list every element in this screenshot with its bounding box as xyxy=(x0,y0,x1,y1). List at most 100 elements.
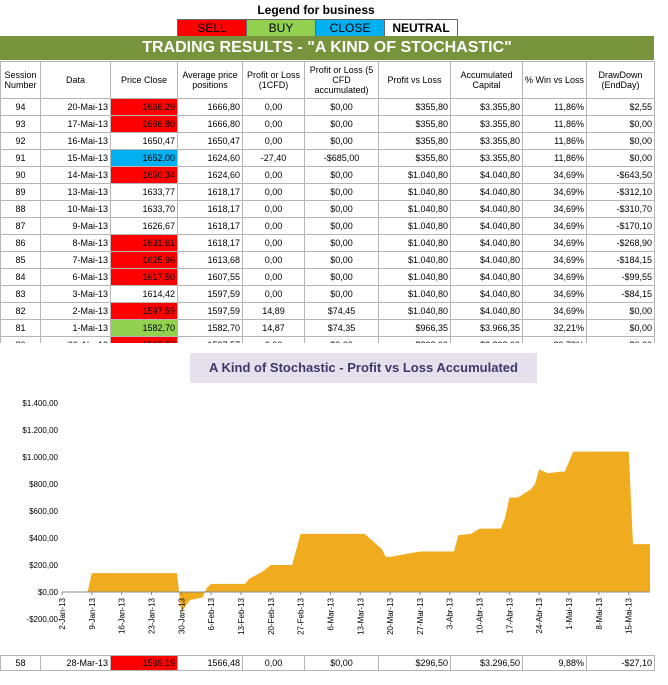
cell-pl1[interactable]: -27,40 xyxy=(242,149,305,167)
cell-capital[interactable]: $4.040,80 xyxy=(450,217,523,235)
cell-drawdown[interactable]: -$268,90 xyxy=(586,234,655,252)
header-drawdown[interactable]: DrawDown (EndDay) xyxy=(586,61,655,99)
table-row[interactable]: 90 14-Mai-13 1650,34 1624,60 0,00 $0,00 $1.040… xyxy=(0,166,655,184)
cell-session[interactable]: 85 xyxy=(0,251,41,269)
cell-pl5[interactable]: $0,00 xyxy=(304,268,379,286)
header-profit-loss-1cfd[interactable]: Profit or Loss (1CFD) xyxy=(242,61,305,99)
cell-drawdown[interactable]: -$84,15 xyxy=(586,285,655,303)
cell-date[interactable]: 3-Mai-13 xyxy=(40,285,111,303)
cell-average[interactable]: 1597,59 xyxy=(177,285,243,303)
cell-pl1[interactable]: 0,00 xyxy=(242,217,305,235)
cell-pl5[interactable]: $0,00 xyxy=(304,655,379,671)
cell-average[interactable]: 1582,70 xyxy=(177,319,243,337)
cell-date[interactable]: 1-Mai-13 xyxy=(40,319,111,337)
cell-date[interactable]: 14-Mai-13 xyxy=(40,166,111,184)
cell-date[interactable]: 28-Mar-13 xyxy=(40,655,111,671)
cell-drawdown[interactable]: -$312,10 xyxy=(586,183,655,201)
cell-win[interactable]: 34,69% xyxy=(522,285,587,303)
cell-session[interactable]: 91 xyxy=(0,149,41,167)
cell-capital[interactable]: $4.040,80 xyxy=(450,183,523,201)
header-profit-loss-5cfd[interactable]: Profit or Loss (5 CFD accumulated) xyxy=(304,61,379,99)
cell-average[interactable]: 1618,17 xyxy=(177,234,243,252)
cell-pl5[interactable]: $0,00 xyxy=(304,115,379,133)
cell-pvl[interactable]: $966,35 xyxy=(378,319,451,337)
header-price-close[interactable]: Price Close xyxy=(110,61,178,99)
cell-win[interactable]: 11,86% xyxy=(522,98,587,116)
cell-pl5[interactable]: $74,35 xyxy=(304,319,379,337)
cell-capital[interactable]: $3.355,80 xyxy=(450,132,523,150)
header-accumulated-capital[interactable]: Accumulated Capital xyxy=(450,61,523,99)
cell-win[interactable]: 11,86% xyxy=(522,132,587,150)
cell-price-close[interactable]: 1666,29 xyxy=(110,98,178,116)
header-profit-vs-loss[interactable]: Profit vs Loss xyxy=(378,61,451,99)
cell-pvl[interactable]: $355,80 xyxy=(378,149,451,167)
cell-drawdown[interactable]: $0,00 xyxy=(586,319,655,337)
cell-drawdown[interactable]: $0,00 xyxy=(586,115,655,133)
cell-price-close[interactable]: 1582,70 xyxy=(110,319,178,337)
cell-pl5[interactable]: $0,00 xyxy=(304,285,379,303)
cell-pvl[interactable]: $355,80 xyxy=(378,115,451,133)
cell-session[interactable]: 94 xyxy=(0,98,41,116)
cell-price-close[interactable]: 1650,34 xyxy=(110,166,178,184)
table-row[interactable]: 88 10-Mai-13 1633,70 1618,17 0,00 $0,00 $1.040… xyxy=(0,200,655,218)
cell-session[interactable]: 92 xyxy=(0,132,41,150)
cell-capital[interactable]: $3.355,80 xyxy=(450,115,523,133)
table-row[interactable]: 81 1-Mai-13 1582,70 1582,70 14,87 $74,35 $966,… xyxy=(0,319,655,337)
header-win-vs-loss[interactable]: % Win vs Loss xyxy=(522,61,587,99)
cell-win[interactable]: 9,88% xyxy=(522,655,587,671)
table-row[interactable]: 87 9-Mai-13 1626,67 1618,17 0,00 $0,00 $1.040,… xyxy=(0,217,655,235)
cell-price-close[interactable]: 1569,19 xyxy=(110,655,178,671)
cell-session[interactable]: 90 xyxy=(0,166,41,184)
cell-pvl[interactable]: $1.040,80 xyxy=(378,166,451,184)
cell-date[interactable]: 20-Mai-13 xyxy=(40,98,111,116)
cell-drawdown[interactable]: $0,00 xyxy=(586,132,655,150)
cell-win[interactable]: 34,69% xyxy=(522,302,587,320)
cell-average[interactable]: 1607,55 xyxy=(177,268,243,286)
cell-date[interactable]: 10-Mai-13 xyxy=(40,200,111,218)
cell-price-close[interactable]: 1625,96 xyxy=(110,251,178,269)
cell-capital[interactable]: $4.040,80 xyxy=(450,285,523,303)
table-row[interactable]: 84 6-Mai-13 1617,50 1607,55 0,00 $0,00 $1.040,… xyxy=(0,268,655,286)
cell-capital[interactable]: $3.355,80 xyxy=(450,98,523,116)
cell-average[interactable]: 1624,60 xyxy=(177,166,243,184)
cell-pl1[interactable]: 0,00 xyxy=(242,268,305,286)
cell-pl1[interactable]: 0,00 xyxy=(242,166,305,184)
table-row[interactable]: 94 20-Mai-13 1666,29 1666,80 0,00 $0,00 $355,8… xyxy=(0,98,655,116)
cell-pl1[interactable]: 0,00 xyxy=(242,234,305,252)
cell-pl5[interactable]: $74,45 xyxy=(304,302,379,320)
cell-pl5[interactable]: $0,00 xyxy=(304,234,379,252)
cell-pl1[interactable]: 14,89 xyxy=(242,302,305,320)
cell-pl1[interactable]: 0,00 xyxy=(242,655,305,671)
table-row[interactable]: 93 17-Mai-13 1666,80 1666,80 0,00 $0,00 $355,8… xyxy=(0,115,655,133)
cell-pvl[interactable]: $1.040,80 xyxy=(378,268,451,286)
cell-win[interactable]: 11,86% xyxy=(522,115,587,133)
cell-session[interactable]: 58 xyxy=(0,655,41,671)
cell-pvl[interactable]: $1.040,80 xyxy=(378,285,451,303)
cell-session[interactable]: 89 xyxy=(0,183,41,201)
cell-average[interactable]: 1666,80 xyxy=(177,98,243,116)
cell-pvl[interactable]: $355,80 xyxy=(378,132,451,150)
cell-date[interactable]: 13-Mai-13 xyxy=(40,183,111,201)
cell-capital[interactable]: $4.040,80 xyxy=(450,251,523,269)
cell-average[interactable]: 1618,17 xyxy=(177,183,243,201)
cell-capital[interactable]: $4.040,80 xyxy=(450,166,523,184)
cell-drawdown[interactable]: $0,00 xyxy=(586,149,655,167)
cell-session[interactable]: 81 xyxy=(0,319,41,337)
cell-drawdown[interactable]: $2,55 xyxy=(586,98,655,116)
cell-session[interactable]: 84 xyxy=(0,268,41,286)
cell-drawdown[interactable]: $0,00 xyxy=(586,302,655,320)
cell-capital[interactable]: $4.040,80 xyxy=(450,234,523,252)
cell-date[interactable]: 15-Mai-13 xyxy=(40,149,111,167)
cell-drawdown[interactable]: -$99,55 xyxy=(586,268,655,286)
cell-average[interactable]: 1624,60 xyxy=(177,149,243,167)
cell-price-close[interactable]: 1633,70 xyxy=(110,200,178,218)
cell-pl1[interactable]: 0,00 xyxy=(242,132,305,150)
table-row[interactable]: 85 7-Mai-13 1625,96 1613,68 0,00 $0,00 $1.040,… xyxy=(0,251,655,269)
cell-capital[interactable]: $4.040,80 xyxy=(450,268,523,286)
cell-date[interactable]: 2-Mai-13 xyxy=(40,302,111,320)
cell-pl1[interactable]: 14,87 xyxy=(242,319,305,337)
cell-session[interactable]: 82 xyxy=(0,302,41,320)
cell-session[interactable]: 88 xyxy=(0,200,41,218)
table-row[interactable]: 91 15-Mai-13 1652,00 1624,60 -27,40 -$685,00 $… xyxy=(0,149,655,167)
cell-win[interactable]: 34,69% xyxy=(522,251,587,269)
